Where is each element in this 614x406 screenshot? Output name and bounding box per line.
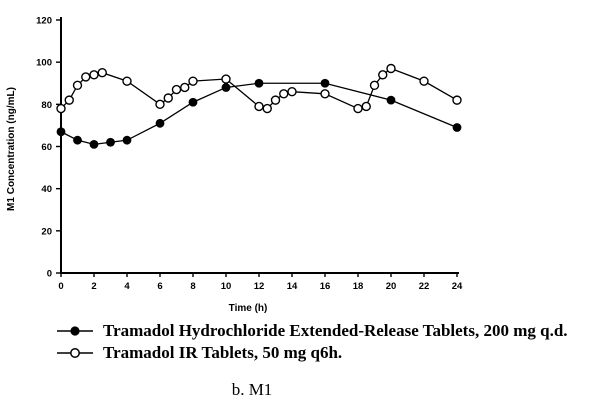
x-tick-label: 16 [320,281,331,292]
data-point-marker [386,63,396,74]
x-tick-label: 4 [124,281,130,292]
y-tick-label: 40 [41,184,52,195]
data-point-marker [320,78,330,88]
data-point-marker [122,135,132,145]
y-axis-title: M1 Concentration (ng/mL) [6,87,17,211]
series-ir-tablets [56,63,462,114]
x-tick-label: 12 [254,281,265,292]
filled-circle-marker-icon [57,325,93,336]
data-point-marker [188,97,198,107]
legend-row-ir-tablets: Tramadol IR Tablets, 50 mg q6h. [56,342,568,363]
data-point-marker [279,89,289,99]
data-point-marker [320,89,330,99]
y-tick-label: 20 [41,226,52,237]
data-point-marker [419,76,429,86]
x-tick-label: 20 [386,281,397,292]
x-tick-label: 6 [157,281,162,292]
legend-label-er-tablets: Tramadol Hydrochloride Extended-Release … [103,321,568,340]
data-point-marker [254,78,264,88]
x-tick-label: 22 [419,281,430,292]
y-tick-label: 100 [36,58,52,69]
data-point-marker [452,123,462,132]
data-point-marker [353,103,363,114]
data-point-marker [270,95,281,105]
x-axis-title: Time (h) [228,303,268,314]
x-tick-label: 18 [353,281,364,292]
data-point-marker [56,127,66,137]
data-point-marker [81,72,91,82]
data-point-marker [221,83,231,92]
data-point-marker [106,137,115,147]
data-point-marker [180,82,190,93]
data-point-marker [386,95,396,105]
x-tick-label: 0 [58,281,63,292]
legend-row-er-tablets: Tramadol Hydrochloride Extended-Release … [56,320,568,341]
data-point-marker [221,74,231,84]
open-circle-marker-icon [57,347,93,358]
y-tick-label: 0 [47,269,52,280]
data-point-marker [122,76,132,86]
data-point-marker [361,101,371,112]
data-point-marker [378,70,388,80]
x-tick-label: 10 [221,281,232,292]
series-er-tablets [56,78,462,149]
data-point-marker [73,135,82,145]
y-tick-label: 80 [41,100,52,111]
x-tick-label: 8 [190,281,195,292]
data-point-marker [155,99,165,110]
data-point-marker [369,80,380,91]
series-line [60,82,458,146]
figure-caption: b. M1 [231,380,273,399]
data-point-marker [452,95,462,105]
y-tick-label: 60 [41,142,52,153]
data-point-marker [171,84,182,95]
data-point-marker [89,139,99,149]
y-tick-label: 120 [36,16,52,27]
data-point-marker [188,76,198,86]
x-tick-label: 2 [91,281,96,292]
data-point-marker [155,118,165,128]
data-point-marker [163,93,173,103]
data-point-marker [262,103,272,114]
data-point-marker [254,101,264,112]
x-tick-label: 24 [452,281,463,292]
legend-label-ir-tablets: Tramadol IR Tablets, 50 mg q6h. [103,343,343,362]
data-point-marker [89,70,99,80]
data-point-marker [64,95,74,105]
data-point-marker [72,80,83,91]
x-tick-label: 14 [287,281,298,292]
data-point-marker [56,103,66,114]
data-point-marker [97,68,107,78]
data-point-marker [287,86,297,97]
chart-legend: Tramadol Hydrochloride Extended-Release … [56,320,568,363]
